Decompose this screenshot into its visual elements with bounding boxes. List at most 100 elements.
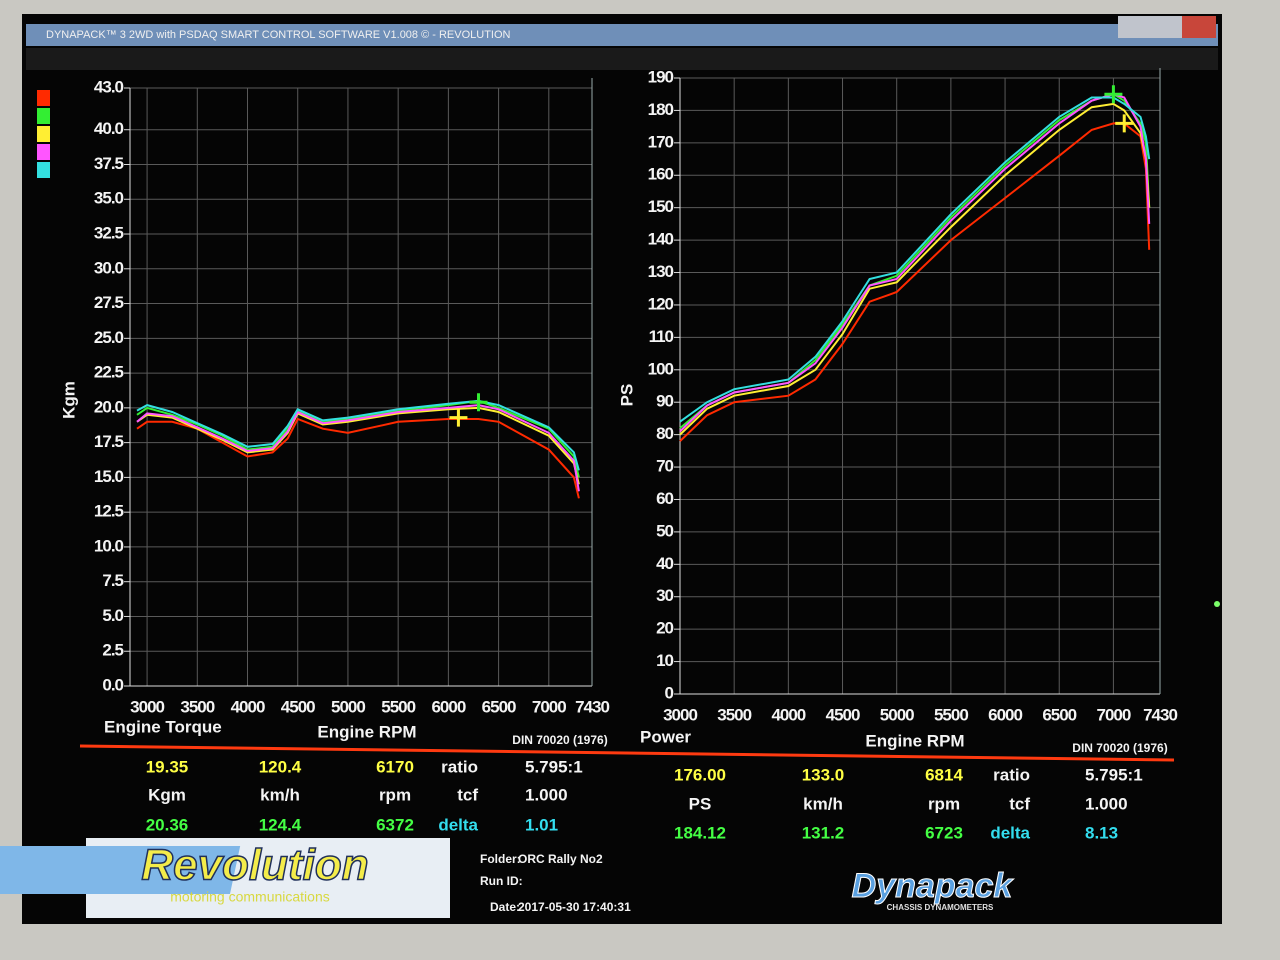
stat: tcf	[1009, 794, 1030, 813]
stat: 1.01	[525, 815, 558, 834]
x-axis-label: Engine RPM	[865, 731, 964, 750]
corner-label: Engine Torque	[104, 717, 222, 736]
stat: PS	[689, 794, 712, 813]
stat: 184.12	[674, 823, 726, 842]
stat: 176.00	[674, 765, 726, 784]
y-tick-label: 30	[656, 586, 673, 605]
x-tick-label: 6500	[482, 697, 516, 716]
x-tick-label: 5500	[934, 705, 968, 724]
stat: ratio	[993, 765, 1030, 784]
x-tick-label: 3500	[717, 705, 751, 724]
peak-marker	[449, 408, 468, 427]
y-tick-label: 70	[656, 457, 673, 476]
y-tick-label: 180	[648, 100, 674, 119]
series-line	[136, 399, 580, 471]
y-tick-label: 40.0	[94, 119, 124, 138]
y-tick-label: 0	[665, 683, 674, 702]
folder: ORC Rally No2	[518, 852, 603, 866]
y-tick-label: 5.0	[102, 606, 123, 625]
x-tick-label: 7430	[1143, 705, 1177, 724]
series-line	[136, 406, 580, 485]
y-tick-label: 10.0	[94, 536, 124, 555]
y-tick-label: 160	[648, 165, 674, 184]
note: DIN 70020 (1976)	[512, 733, 607, 747]
separator	[79, 744, 1175, 762]
y-tick-label: 27.5	[94, 293, 124, 312]
stat: 6814	[925, 765, 963, 784]
stat: 19.35	[146, 757, 189, 776]
x-tick-label: 6500	[1042, 705, 1076, 724]
legend-swatch	[37, 144, 50, 160]
logo-bg	[0, 846, 241, 894]
x-tick-label: 3000	[130, 697, 164, 716]
brand-sub: CHASSIS DYNAMOMETERS	[887, 903, 994, 912]
stat: 8.13	[1085, 823, 1118, 842]
series-line	[679, 96, 1151, 423]
x-axis-label: Engine RPM	[317, 722, 416, 741]
stat: Kgm	[148, 785, 186, 804]
screen	[22, 14, 1222, 924]
y-tick-label: 43.0	[94, 77, 124, 96]
series-line	[136, 404, 580, 492]
x-tick-label: 3500	[180, 697, 214, 716]
x-tick-label: 4500	[281, 697, 315, 716]
y-tick-label: 170	[648, 132, 674, 151]
menu-bar	[26, 48, 1218, 70]
x-tick-label: 4000	[231, 697, 265, 716]
legend-swatch	[37, 90, 50, 106]
stat: delta	[990, 823, 1030, 842]
folder-label: Folder:	[480, 852, 521, 866]
series-line	[679, 122, 1151, 442]
stat: 6170	[376, 757, 414, 776]
y-tick-label: 35.0	[94, 189, 124, 208]
brand: Dynapack	[852, 867, 1015, 905]
x-tick-label: 3000	[663, 705, 697, 724]
y-axis-label: PS	[617, 384, 636, 407]
stat: 5.795:1	[1085, 765, 1143, 784]
stat: 5.795:1	[525, 757, 583, 776]
y-tick-label: 120	[648, 294, 674, 313]
y-tick-label: 37.5	[94, 154, 124, 173]
stat: 133.0	[802, 765, 845, 784]
x-tick-label: 4000	[771, 705, 805, 724]
stat: ratio	[441, 757, 478, 776]
y-tick-label: 50	[656, 521, 673, 540]
stat: tcf	[457, 785, 478, 804]
power-led	[1214, 601, 1220, 607]
y-tick-label: 22.5	[94, 363, 124, 382]
legend-swatch	[37, 126, 50, 142]
close-button[interactable]	[1182, 16, 1216, 38]
y-tick-label: 12.5	[94, 502, 124, 521]
y-tick-label: 20	[656, 619, 673, 638]
window-title: DYNAPACK™ 3 2WD with PSDAQ SMART CONTROL…	[46, 29, 511, 41]
series-line	[679, 102, 1151, 436]
stat: rpm	[928, 794, 960, 813]
run-label: Run ID:	[480, 874, 523, 888]
y-tick-label: 190	[648, 67, 674, 86]
y-tick-label: 20.0	[94, 397, 124, 416]
x-tick-label: 7000	[1096, 705, 1130, 724]
peak-marker	[469, 393, 488, 412]
x-tick-label: 7430	[575, 697, 609, 716]
x-tick-label: 5000	[331, 697, 365, 716]
stat: rpm	[379, 785, 411, 804]
corner-label: Power	[640, 727, 691, 746]
peak-marker	[1115, 114, 1134, 133]
y-tick-label: 32.5	[94, 224, 124, 243]
x-tick-label: 5000	[880, 705, 914, 724]
y-tick-label: 17.5	[94, 432, 124, 451]
stat: 6723	[925, 823, 963, 842]
stat: 6372	[376, 815, 414, 834]
stat: 124.4	[259, 815, 302, 834]
y-tick-label: 25.0	[94, 328, 124, 347]
stat: 1.000	[525, 785, 568, 804]
x-tick-label: 6000	[431, 697, 465, 716]
logo-text: Revolution	[141, 841, 368, 890]
y-tick-label: 0.0	[102, 675, 123, 694]
y-tick-label: 80	[656, 424, 673, 443]
stat: 131.2	[802, 823, 845, 842]
y-axis-label: Kgm	[59, 381, 78, 419]
y-tick-label: 140	[648, 230, 674, 249]
x-tick-label: 6000	[988, 705, 1022, 724]
date: 2017-05-30 17:40:31	[518, 900, 631, 914]
